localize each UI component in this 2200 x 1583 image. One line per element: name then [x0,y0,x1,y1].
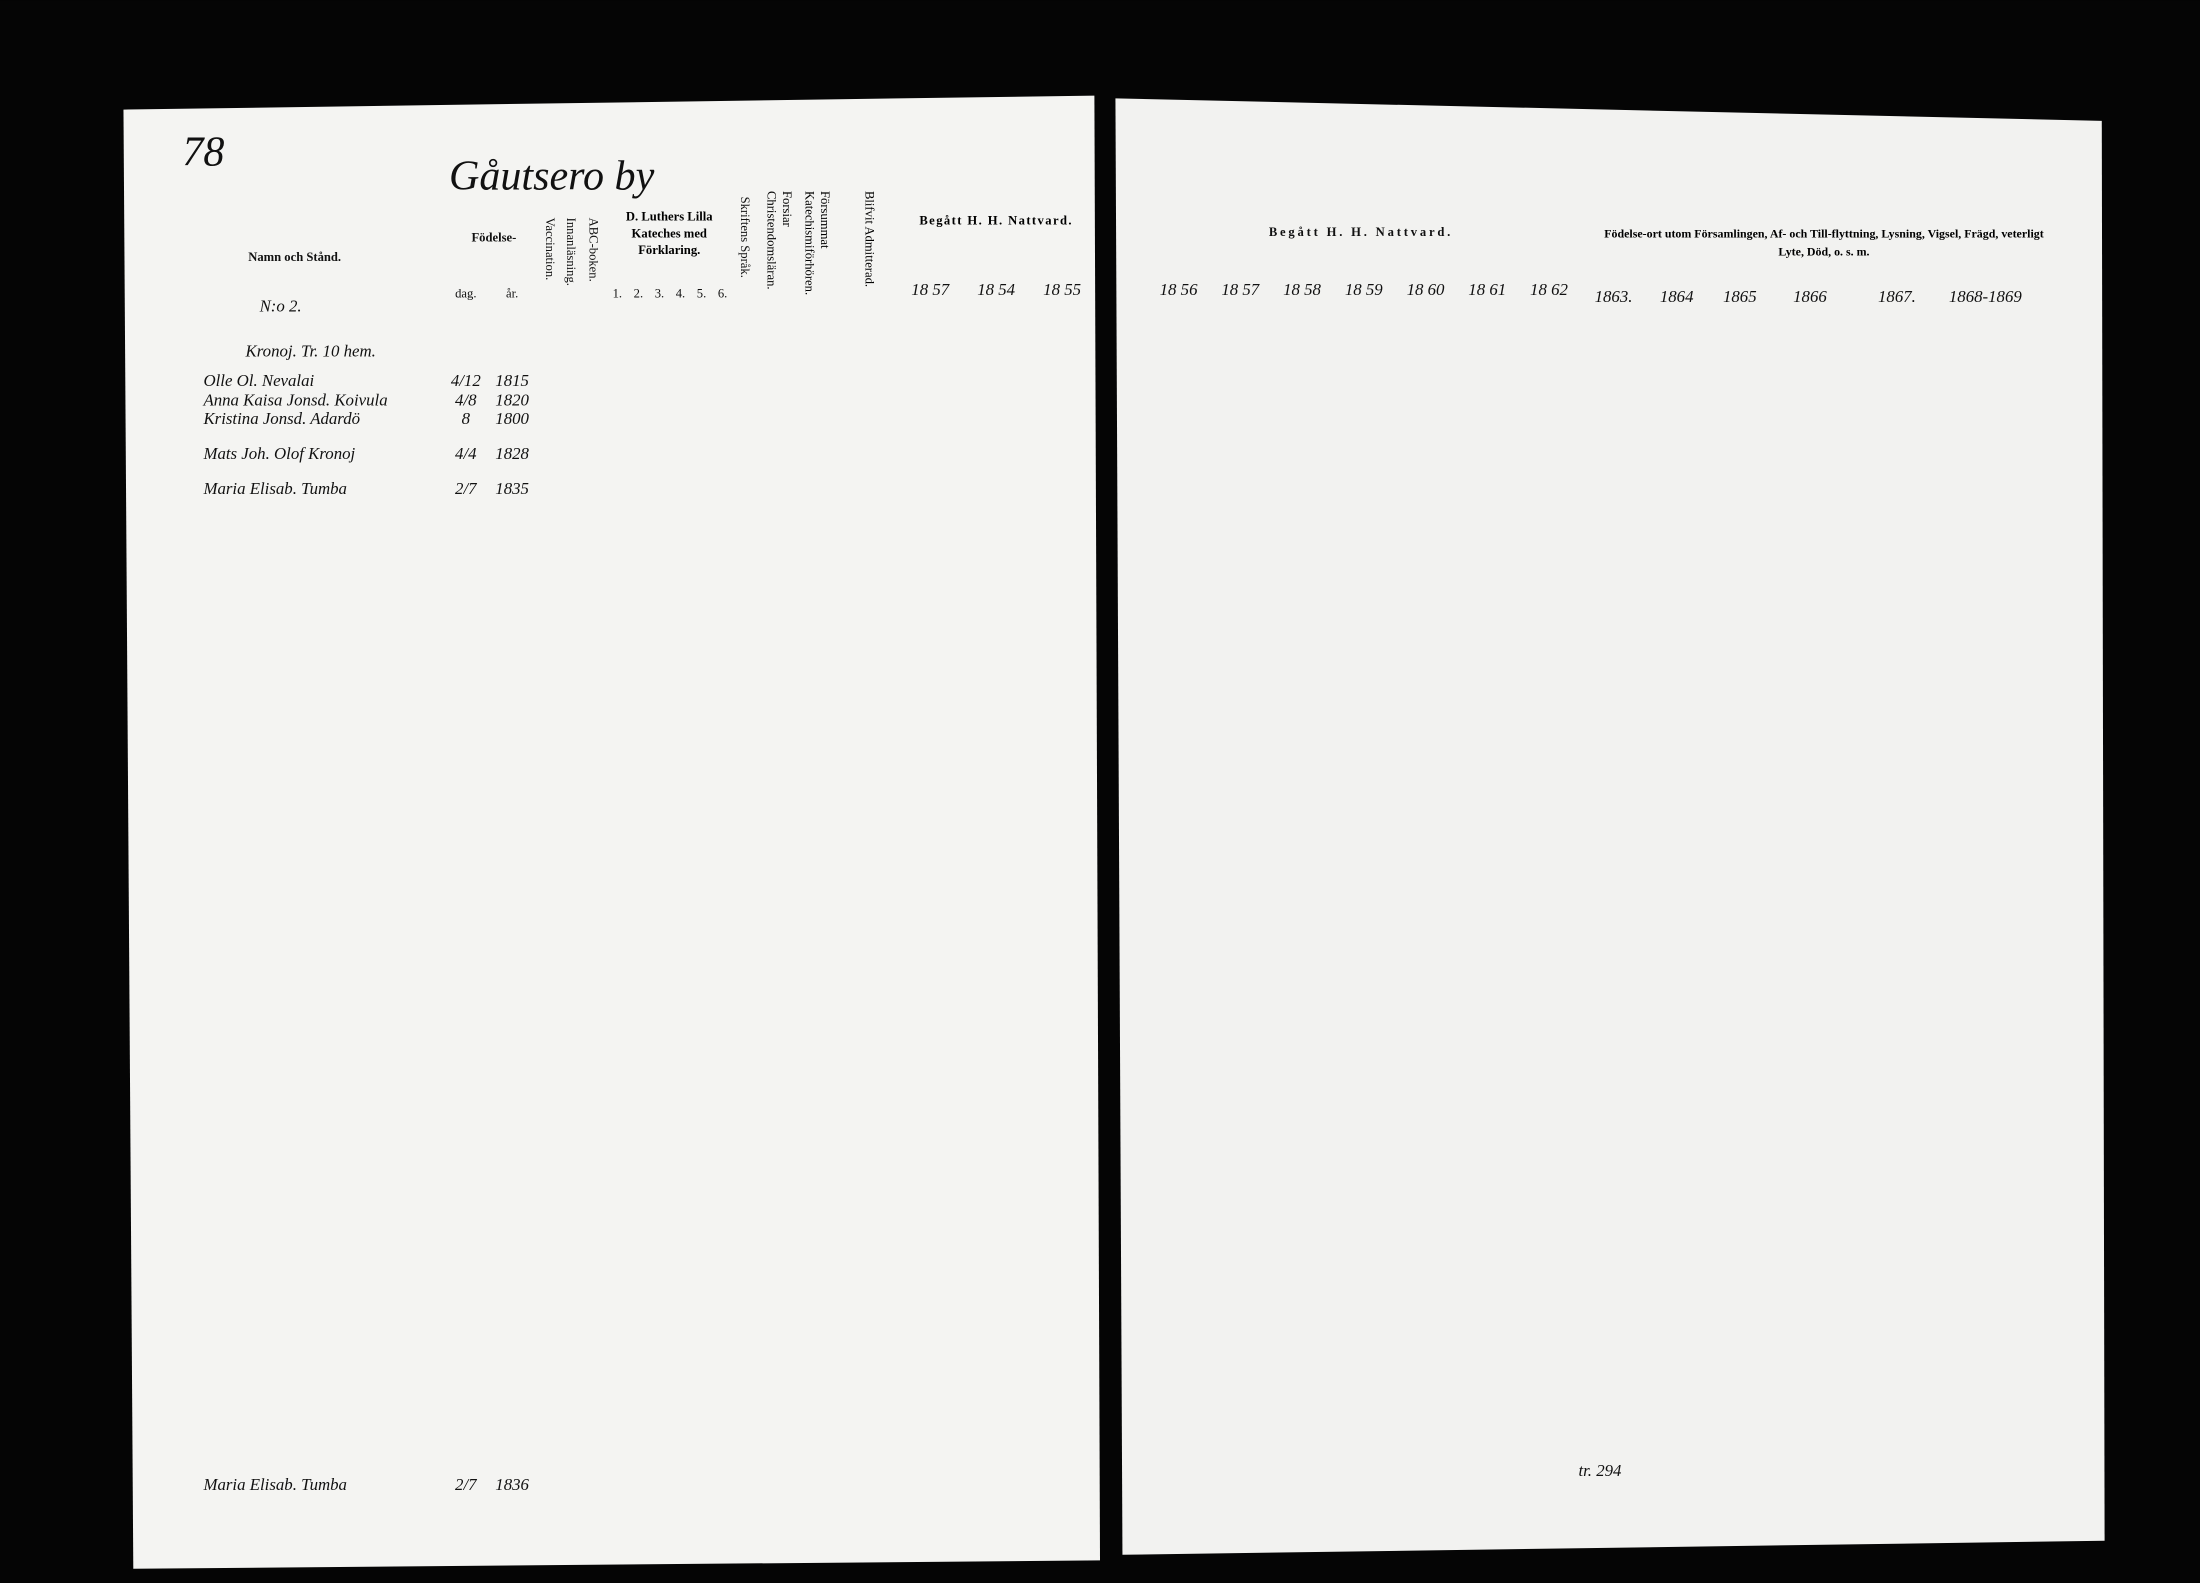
year-header: 18 54 [977,280,1015,299]
entry-name: Olle Ol. Nevalai [203,371,314,390]
right-page [1115,98,2105,1555]
header-box: Forsiar Christendomsläran. [764,190,795,290]
footnote: tr. 294 [1578,1461,1622,1480]
year-header: 18 56 [1160,280,1198,299]
header: Forsiar Christendomsläran. [764,190,795,290]
left-page [123,95,1101,1569]
entry-year: 1836 [495,1475,529,1494]
entry-day: 4/8 [455,391,477,410]
household-number: N:o 2. [259,297,302,316]
header: Skriftens Språk. [738,197,752,278]
header: Födelse-ort utom Församlingen, Af- och T… [1604,226,2044,259]
header: Vaccination. [543,218,557,281]
year-header: 18 61 [1468,280,1506,299]
header: Blifvit Admitterad. [862,190,877,288]
header: 6. [718,287,727,301]
entry-day: 4/4 [455,444,477,463]
header: 5. [697,287,706,301]
header: år. [506,287,518,301]
header: 3. [655,287,664,301]
header: Namn och Stånd. [248,250,341,264]
header: Begått H. H. Nattvard. [1269,225,1453,239]
header-box: Blifvit Admitterad. [862,190,877,288]
entry-name: Maria Elisab. Tumba [202,479,347,498]
entry-year: 1800 [495,409,529,428]
year-header: 1864 [1660,287,1694,306]
entry-day: 2/7 [455,479,477,498]
entry-year: 1820 [495,391,529,410]
header: Begått H. H. Nattvard. [919,213,1073,228]
entry-day: 8 [462,409,471,428]
header-box: Födelse-ort utom Församlingen, Af- och T… [1604,226,2044,259]
year-header: 1866 [1793,287,1827,306]
household-place: Kronoj. Tr. 10 hem. [245,342,376,361]
header: 4. [676,287,685,301]
year-header: 1863. [1595,287,1633,306]
year-header: 1865 [1723,287,1757,306]
year-header: 18 57 [1221,280,1259,299]
entry-year: 1815 [495,371,529,390]
entry-name: Anna Kaisa Jonsd. Koivula [202,391,387,410]
entry-name: Mats Joh. Olof Kronoj [202,444,355,463]
year-header: 18 59 [1345,280,1383,299]
year-header: 18 57 [911,280,949,299]
header: Födelse- [471,231,516,245]
header: 2. [634,287,643,301]
header: Innanläsning. [564,218,578,286]
header: dag. [455,287,476,301]
year-header: 18 60 [1407,280,1445,299]
header: 1. [613,287,622,301]
year-header: 1867. [1878,287,1916,306]
entry-year: 1835 [495,479,529,498]
entry-day: 2/7 [455,1475,477,1494]
parish-name: Gåutsero by [449,153,655,200]
header-box: D. Luthers Lilla Kateches med Förklaring… [625,209,713,257]
header-box: Försummat Katechismiförhören. [802,190,833,296]
header: ABC-boken. [586,218,600,282]
year-header: 18 55 [1043,280,1081,299]
page-number: 78 [182,129,224,176]
header-box: Begått H. H. Nattvard. [919,213,1073,228]
header: D. Luthers Lilla Kateches med Förklaring… [625,209,713,257]
entry-year: 1828 [495,444,529,463]
entry-day: 4/12 [451,371,482,390]
year-header: 18 62 [1530,280,1568,299]
entry-name: Maria Elisab. Tumba [202,1475,347,1494]
header: Försummat Katechismiförhören. [802,190,833,296]
year-header: 1868-1869 [1949,287,2023,306]
year-header: 18 58 [1283,280,1321,299]
entry-name: Kristina Jonsd. Adardö [202,409,360,428]
